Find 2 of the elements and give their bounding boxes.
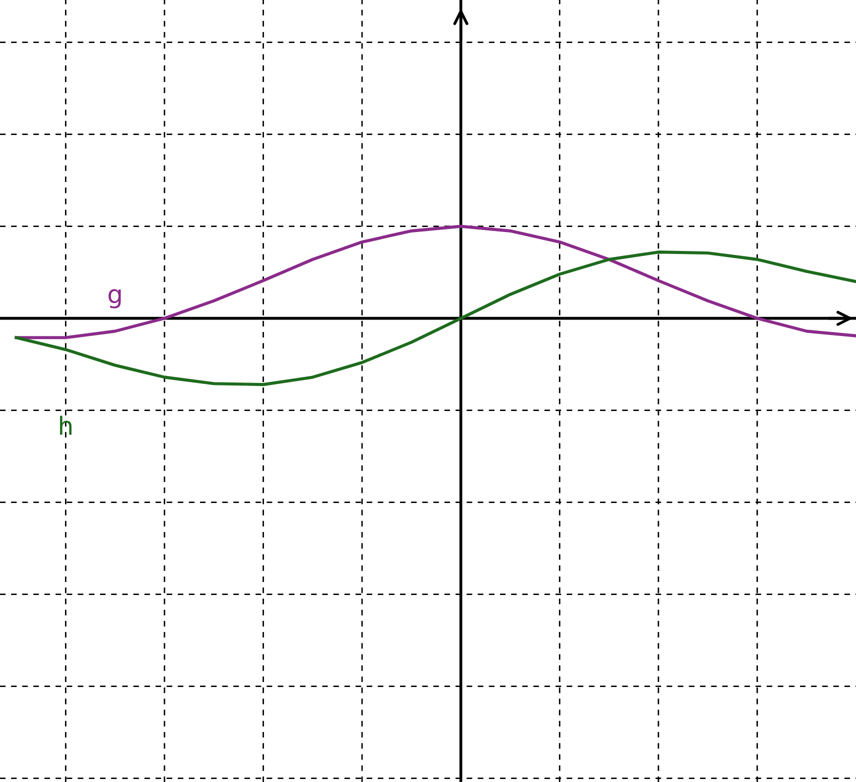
- text: h: [60, 416, 72, 435]
- series-label: g: [108, 289, 121, 308]
